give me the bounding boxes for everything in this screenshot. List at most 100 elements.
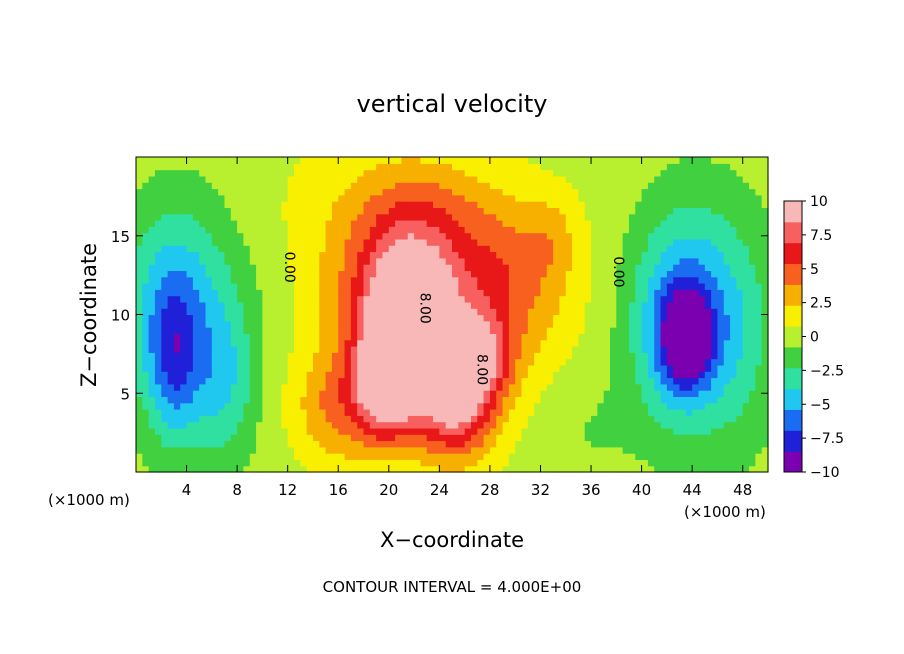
heatmap-cell: [249, 346, 257, 353]
heatmap-cell: [439, 358, 447, 366]
heatmap-cell: [698, 352, 706, 360]
heatmap-cell: [673, 402, 681, 410]
heatmap-cell: [401, 301, 409, 309]
heatmap-cell: [508, 276, 516, 284]
heatmap-cell: [635, 421, 643, 429]
heatmap-cell: [426, 301, 434, 309]
heatmap-cell: [711, 157, 719, 164]
heatmap-cell: [515, 270, 523, 278]
heatmap-cell: [426, 169, 434, 177]
heatmap-cell: [136, 346, 143, 353]
heatmap-cell: [496, 226, 504, 234]
heatmap-cell: [464, 182, 472, 190]
heatmap-cell: [534, 339, 542, 347]
heatmap-cell: [344, 232, 352, 240]
heatmap-cell: [388, 175, 396, 183]
heatmap-cell: [224, 251, 232, 259]
heatmap-cell: [464, 232, 472, 240]
heatmap-cell: [376, 232, 384, 240]
heatmap-cell: [205, 390, 213, 397]
heatmap-cell: [628, 270, 636, 278]
heatmap-cell: [363, 327, 371, 334]
heatmap-cell: [154, 207, 162, 215]
heatmap-cell: [679, 440, 687, 448]
heatmap-cell: [616, 465, 624, 473]
heatmap-cell: [761, 333, 769, 341]
heatmap-cell: [186, 314, 194, 322]
heatmap-cell: [180, 396, 188, 404]
heatmap-cell: [458, 390, 466, 397]
heatmap-cell: [275, 377, 282, 385]
heatmap-cell: [666, 327, 674, 334]
heatmap-cell: [452, 327, 459, 334]
heatmap-cell: [546, 421, 554, 429]
heatmap-cell: [262, 182, 270, 190]
heatmap-cell: [192, 175, 200, 183]
heatmap-cell: [483, 358, 491, 366]
heatmap-cell: [205, 220, 213, 227]
heatmap-cell: [344, 333, 352, 341]
heatmap-cell: [458, 238, 466, 246]
heatmap-cell: [287, 283, 295, 290]
heatmap-cell: [420, 371, 428, 379]
heatmap-cell: [294, 175, 301, 183]
heatmap-cell: [654, 226, 662, 234]
heatmap-cell: [243, 320, 251, 328]
heatmap-cell: [654, 283, 662, 290]
heatmap-cell: [591, 201, 598, 208]
heatmap-cell: [749, 446, 756, 454]
heatmap-cell: [711, 358, 719, 366]
heatmap-cell: [704, 427, 712, 435]
heatmap-cell: [515, 358, 523, 366]
heatmap-cell: [641, 390, 649, 397]
heatmap-cell: [395, 364, 403, 372]
heatmap-cell: [161, 352, 169, 360]
heatmap-cell: [401, 232, 409, 240]
heatmap-cell: [692, 402, 700, 410]
heatmap-cell: [281, 434, 289, 442]
heatmap-cell: [237, 390, 245, 397]
heatmap-cell: [445, 308, 453, 316]
heatmap-cell: [262, 188, 270, 196]
heatmap-cell: [312, 327, 320, 334]
heatmap-cell: [224, 175, 232, 183]
heatmap-cell: [546, 289, 554, 297]
heatmap-cell: [275, 308, 282, 316]
heatmap-cell: [268, 163, 276, 171]
heatmap-cell: [154, 314, 162, 322]
heatmap-cell: [294, 264, 301, 271]
heatmap-cell: [647, 314, 655, 322]
heatmap-cell: [186, 434, 194, 442]
heatmap-cell: [275, 245, 282, 253]
heatmap-cell: [742, 251, 750, 259]
heatmap-cell: [464, 453, 472, 460]
heatmap-cell: [559, 446, 567, 454]
heatmap-cell: [401, 201, 409, 208]
heatmap-cell: [685, 465, 693, 473]
heatmap-cell: [218, 213, 226, 221]
heatmap-cell: [591, 434, 598, 442]
heatmap-cell: [502, 446, 510, 454]
heatmap-cell: [755, 169, 763, 177]
heatmap-cell: [458, 188, 466, 196]
heatmap-cell: [591, 238, 598, 246]
heatmap-cell: [464, 201, 472, 208]
heatmap-cell: [420, 339, 428, 347]
heatmap-cell: [325, 194, 333, 202]
heatmap-cell: [205, 409, 213, 416]
heatmap-cell: [578, 377, 586, 385]
heatmap-cell: [167, 207, 175, 215]
heatmap-cell: [565, 352, 573, 360]
heatmap-cell: [167, 157, 175, 164]
heatmap-cell: [167, 415, 175, 423]
heatmap-cell: [483, 409, 491, 416]
heatmap-cell: [666, 314, 674, 322]
heatmap-cell: [401, 333, 409, 341]
heatmap-cell: [540, 169, 548, 177]
heatmap-cell: [142, 264, 150, 271]
heatmap-cell: [433, 427, 440, 435]
heatmap-cell: [173, 440, 181, 448]
heatmap-cell: [344, 245, 352, 253]
heatmap-cell: [192, 289, 200, 297]
heatmap-cell: [420, 320, 428, 328]
